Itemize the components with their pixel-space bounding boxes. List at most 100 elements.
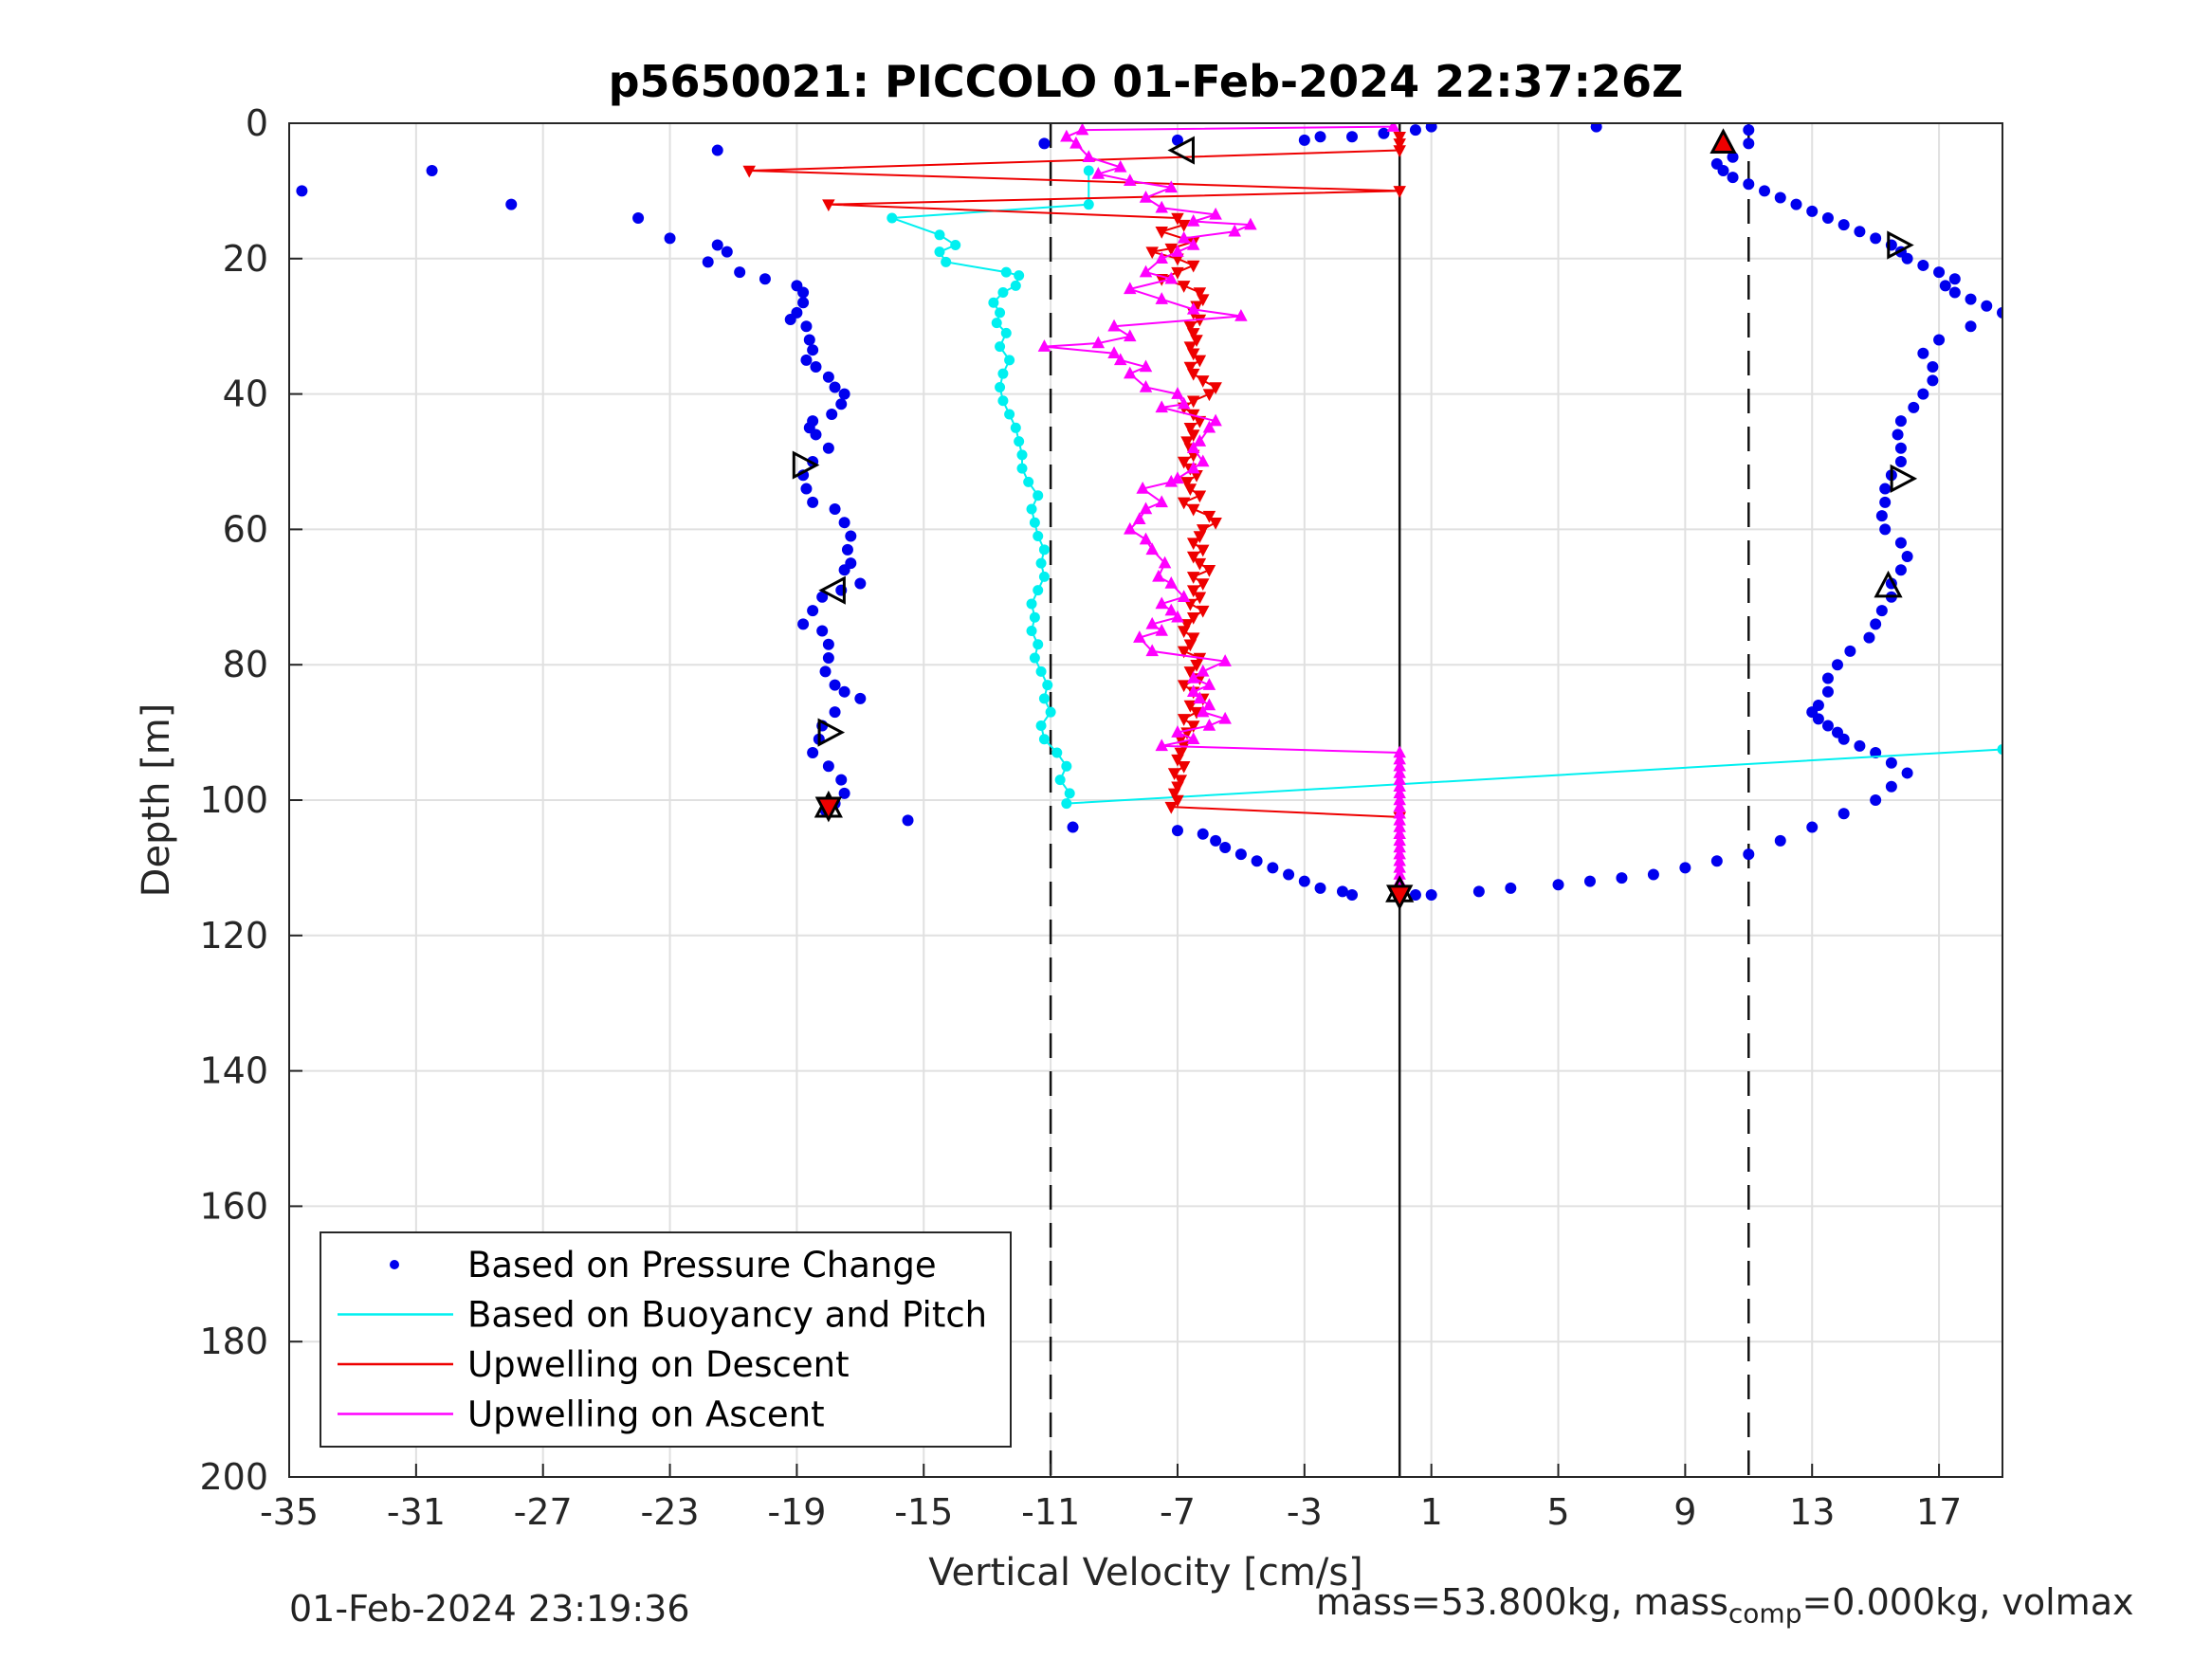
upwelling-ascent-point <box>1202 678 1216 690</box>
upwelling-ascent-point <box>1186 301 1200 315</box>
upwelling-ascent-point <box>1186 670 1200 684</box>
pressure-change-point <box>721 246 733 258</box>
pressure-change-point <box>838 787 850 799</box>
y-tick-label: 20 <box>223 238 268 280</box>
pressure-change-point <box>1933 334 1946 346</box>
buoyancy-pitch-point <box>1004 355 1015 366</box>
upwelling-descent-point <box>1193 490 1207 503</box>
buoyancy-pitch-point <box>1026 626 1037 636</box>
pressure-change-point <box>1774 834 1786 847</box>
pressure-change-point <box>426 164 438 176</box>
upwelling-descent-point <box>1171 794 1184 808</box>
upwelling-ascent-point <box>1393 745 1406 758</box>
upwelling-descent-point <box>1155 226 1168 239</box>
buoyancy-pitch-point <box>1035 720 1047 731</box>
upwelling-ascent-point <box>1136 482 1149 494</box>
upwelling-descent-point <box>1193 415 1207 428</box>
pressure-change-point <box>1821 211 1834 224</box>
pressure-change-point <box>797 297 810 309</box>
upwelling-ascent-point <box>1193 434 1207 447</box>
buoyancy-pitch-point <box>1061 798 1072 810</box>
upwelling-ascent-point <box>1124 173 1137 186</box>
upwelling-descent-point <box>1186 429 1200 442</box>
upwelling-ascent-point <box>1393 827 1406 839</box>
pressure-change-point <box>1894 456 1907 467</box>
upwelling-ascent-point <box>1177 590 1191 603</box>
pressure-change-point <box>1425 888 1437 901</box>
upwelling-ascent-point <box>1155 400 1168 413</box>
buoyancy-pitch-point <box>934 229 945 241</box>
x-tick-label: -11 <box>1021 1491 1080 1533</box>
buoyancy-pitch-point <box>997 368 1009 379</box>
pressure-change-point <box>1219 841 1232 853</box>
pressure-change-point <box>1774 191 1786 204</box>
pressure-change-point <box>838 388 850 400</box>
buoyancy-pitch-point <box>1051 747 1063 758</box>
upwelling-descent-point <box>1393 186 1406 198</box>
pressure-change-point <box>1378 127 1390 139</box>
pressure-change-point <box>1314 882 1326 894</box>
upwelling-descent-point <box>1177 456 1191 469</box>
pressure-change-point <box>800 320 813 333</box>
upwelling-descent-point <box>742 165 756 178</box>
upwelling-ascent-point <box>1393 840 1406 853</box>
pressure-change-point <box>1879 496 1892 508</box>
pressure-change-point <box>822 371 834 383</box>
buoyancy-pitch-point <box>1016 463 1028 474</box>
buoyancy-pitch-point <box>1061 760 1072 772</box>
upwelling-ascent-point <box>1218 711 1232 724</box>
pressure-change-point <box>841 543 853 556</box>
upwelling-ascent-point <box>1060 129 1073 142</box>
upwelling-descent-point <box>1196 544 1210 557</box>
upwelling-ascent-point <box>1393 860 1406 873</box>
upwelling-descent-point <box>1183 320 1197 334</box>
buoyancy-pitch-point <box>1026 598 1037 610</box>
chart-title: p5650021: PICCOLO 01-Feb-2024 22:37:26Z <box>609 56 1684 107</box>
upwelling-ascent-point <box>1171 471 1184 484</box>
pressure-change-point <box>854 577 867 590</box>
y-tick-label: 120 <box>199 915 268 957</box>
buoyancy-pitch-point <box>1033 585 1044 596</box>
upwelling-ascent-point <box>1186 684 1200 698</box>
upwelling-ascent-point <box>1158 556 1172 569</box>
buoyancy-pitch-point <box>1014 436 1025 447</box>
pressure-change-point <box>1965 293 1977 305</box>
pressure-change-point <box>1298 134 1310 146</box>
upwelling-descent-point <box>1174 775 1188 788</box>
marker-open-triangle <box>1887 230 1914 260</box>
pressure-change-point <box>1939 280 1951 292</box>
upwelling-ascent-point <box>1393 799 1406 812</box>
data-series <box>296 123 2002 911</box>
x-tick-label: -31 <box>387 1491 446 1533</box>
mass-comp-text: =0.000kg, volmax <box>1801 1581 2134 1623</box>
buoyancy-pitch-point <box>1026 503 1037 515</box>
pressure-change-point <box>1710 157 1723 170</box>
mass-subscript: comp <box>1728 1597 1802 1630</box>
upwelling-descent-point <box>1193 355 1207 368</box>
pressure-change-point <box>759 273 771 285</box>
pressure-change-point <box>784 314 796 326</box>
buoyancy-pitch-point <box>995 307 1006 319</box>
y-tick-label: 0 <box>246 102 268 144</box>
upwelling-descent-point <box>1177 761 1191 774</box>
upwelling-descent-point <box>1209 518 1222 530</box>
upwelling-ascent-point <box>1186 732 1200 744</box>
pressure-change-point <box>1298 875 1310 887</box>
buoyancy-pitch-point <box>995 341 1006 353</box>
footer-timestamp: 01-Feb-2024 23:19:36 <box>289 1588 690 1630</box>
pressure-change-point <box>816 625 829 637</box>
pressure-change-point <box>838 685 850 698</box>
pressure-change-point <box>1583 875 1596 887</box>
pressure-change-point <box>819 665 832 678</box>
pressure-change-point <box>1879 483 1892 495</box>
upwelling-ascent-point <box>1202 420 1216 433</box>
marker-open-triangle <box>1167 136 1195 165</box>
pressure-change-point <box>829 706 841 719</box>
buoyancy-pitch-point <box>1010 422 1021 433</box>
buoyancy-pitch-point <box>1038 544 1050 556</box>
pressure-change-point <box>702 256 714 268</box>
pressure-change-point <box>1743 848 1755 861</box>
upwelling-ascent-point <box>1139 264 1153 278</box>
upwelling-ascent-point <box>1171 245 1184 257</box>
buoyancy-pitch-point <box>1000 327 1012 338</box>
